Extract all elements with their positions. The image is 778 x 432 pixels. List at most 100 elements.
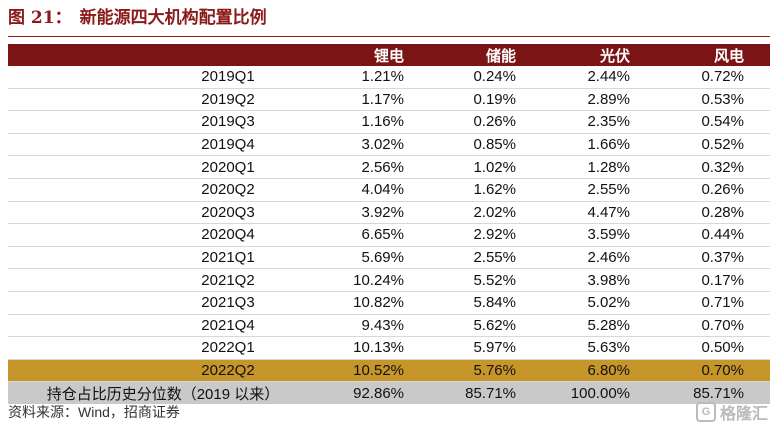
value-cell: 10.24%	[318, 268, 430, 292]
table-header-row: 锂电 储能 光伏 风电	[8, 44, 770, 66]
value-cell: 2.46%	[542, 246, 656, 270]
value-cell: 0.52%	[656, 133, 770, 157]
table-row: 2022Q2 10.52% 5.76% 6.80% 0.70%	[8, 359, 770, 383]
summary-value-cell: 85.71%	[656, 381, 770, 404]
header-wind: 风电	[656, 44, 770, 66]
logo-text: 格隆汇	[719, 406, 768, 423]
quarter-cell: 2021Q2	[8, 268, 318, 292]
summary-label: 持仓占比历史分位数（2019 以来）	[8, 381, 318, 404]
table-row: 2021Q1 5.69% 2.55% 2.46% 0.37%	[8, 246, 770, 270]
value-cell: 5.76%	[430, 359, 542, 383]
value-cell: 5.02%	[542, 291, 656, 315]
header-lithium: 锂电	[318, 44, 430, 66]
value-cell: 0.70%	[656, 314, 770, 338]
table-row: 2020Q1 2.56% 1.02% 1.28% 0.32%	[8, 155, 770, 179]
value-cell: 0.28%	[656, 201, 770, 225]
value-cell: 10.52%	[318, 359, 430, 383]
quarter-cell: 2022Q1	[8, 336, 318, 360]
quarter-cell: 2021Q4	[8, 314, 318, 338]
value-cell: 5.97%	[430, 336, 542, 360]
quarter-cell: 2022Q2	[8, 359, 318, 383]
value-cell: 1.28%	[542, 155, 656, 179]
header-quarter	[8, 44, 318, 66]
value-cell: 4.47%	[542, 201, 656, 225]
value-cell: 6.65%	[318, 223, 430, 247]
value-cell: 0.50%	[656, 336, 770, 360]
table-row: 2021Q4 9.43% 5.62% 5.28% 0.70%	[8, 314, 770, 338]
table-row: 2021Q2 10.24% 5.52% 3.98% 0.17%	[8, 268, 770, 292]
quarter-cell: 2019Q3	[8, 110, 318, 134]
figure-title: 图 21： 新能源四大机构配置比例	[8, 6, 267, 30]
value-cell: 2.55%	[430, 246, 542, 270]
value-cell: 5.84%	[430, 291, 542, 315]
quarter-cell: 2021Q3	[8, 291, 318, 315]
allocation-table: 锂电 储能 光伏 风电 2019Q1 1.21% 0.24% 2.44% 0.72% 20…	[8, 44, 770, 404]
value-cell: 1.21%	[318, 66, 430, 89]
value-cell: 0.70%	[656, 359, 770, 383]
title-divider	[8, 36, 770, 37]
summary-value-cell: 85.71%	[430, 381, 542, 404]
value-cell: 10.13%	[318, 336, 430, 360]
value-cell: 0.85%	[430, 133, 542, 157]
quarter-cell: 2019Q4	[8, 133, 318, 157]
summary-value-cell: 100.00%	[542, 381, 656, 404]
value-cell: 9.43%	[318, 314, 430, 338]
table-row: 2019Q2 1.17% 0.19% 2.89% 0.53%	[8, 88, 770, 112]
value-cell: 5.28%	[542, 314, 656, 338]
value-cell: 1.17%	[318, 88, 430, 112]
quarter-cell: 2019Q2	[8, 88, 318, 112]
quarter-cell: 2020Q2	[8, 178, 318, 202]
figure-title-text: 新能源四大机构配置比例	[79, 8, 267, 28]
value-cell: 10.82%	[318, 291, 430, 315]
header-storage: 储能	[430, 44, 542, 66]
value-cell: 0.24%	[430, 66, 542, 89]
value-cell: 2.89%	[542, 88, 656, 112]
header-solar: 光伏	[542, 44, 656, 66]
logo-icon: G	[695, 402, 716, 422]
value-cell: 0.71%	[656, 291, 770, 315]
value-cell: 3.92%	[318, 201, 430, 225]
value-cell: 2.55%	[542, 178, 656, 202]
summary-row: 持仓占比历史分位数（2019 以来） 92.86% 85.71% 100.00% 85.…	[8, 381, 770, 404]
quarter-cell: 2020Q4	[8, 223, 318, 247]
summary-value-cell: 92.86%	[318, 381, 430, 404]
table-row: 2020Q2 4.04% 1.62% 2.55% 0.26%	[8, 178, 770, 202]
value-cell: 1.66%	[542, 133, 656, 157]
value-cell: 0.54%	[656, 110, 770, 134]
table-row: 2019Q3 1.16% 0.26% 2.35% 0.54%	[8, 110, 770, 134]
value-cell: 2.92%	[430, 223, 542, 247]
value-cell: 3.98%	[542, 268, 656, 292]
value-cell: 0.37%	[656, 246, 770, 270]
table-row: 2020Q4 6.65% 2.92% 3.59% 0.44%	[8, 223, 770, 247]
quarter-cell: 2020Q1	[8, 155, 318, 179]
value-cell: 0.26%	[656, 178, 770, 202]
value-cell: 0.72%	[656, 66, 770, 89]
value-cell: 0.26%	[430, 110, 542, 134]
quarter-cell: 2020Q3	[8, 201, 318, 225]
quarter-cell: 2019Q1	[8, 66, 318, 89]
value-cell: 0.32%	[656, 155, 770, 179]
value-cell: 0.53%	[656, 88, 770, 112]
value-cell: 1.02%	[430, 155, 542, 179]
table-row: 2022Q1 10.13% 5.97% 5.63% 0.50%	[8, 336, 770, 360]
watermark-logo: G 格隆汇	[695, 400, 768, 424]
value-cell: 5.62%	[430, 314, 542, 338]
figure-number: 图 21：	[8, 8, 72, 28]
table-row: 2019Q1 1.21% 0.24% 2.44% 0.72%	[8, 66, 770, 89]
value-cell: 2.02%	[430, 201, 542, 225]
value-cell: 5.52%	[430, 268, 542, 292]
value-cell: 2.56%	[318, 155, 430, 179]
quarter-cell: 2021Q1	[8, 246, 318, 270]
value-cell: 5.63%	[542, 336, 656, 360]
value-cell: 3.59%	[542, 223, 656, 247]
table-row: 2021Q3 10.82% 5.84% 5.02% 0.71%	[8, 291, 770, 315]
value-cell: 0.17%	[656, 268, 770, 292]
value-cell: 2.35%	[542, 110, 656, 134]
value-cell: 4.04%	[318, 178, 430, 202]
value-cell: 3.02%	[318, 133, 430, 157]
value-cell: 0.44%	[656, 223, 770, 247]
table-row: 2019Q4 3.02% 0.85% 1.66% 0.52%	[8, 133, 770, 157]
value-cell: 2.44%	[542, 66, 656, 89]
value-cell: 5.69%	[318, 246, 430, 270]
source-note: 资料来源：Wind，招商证券	[8, 404, 180, 420]
